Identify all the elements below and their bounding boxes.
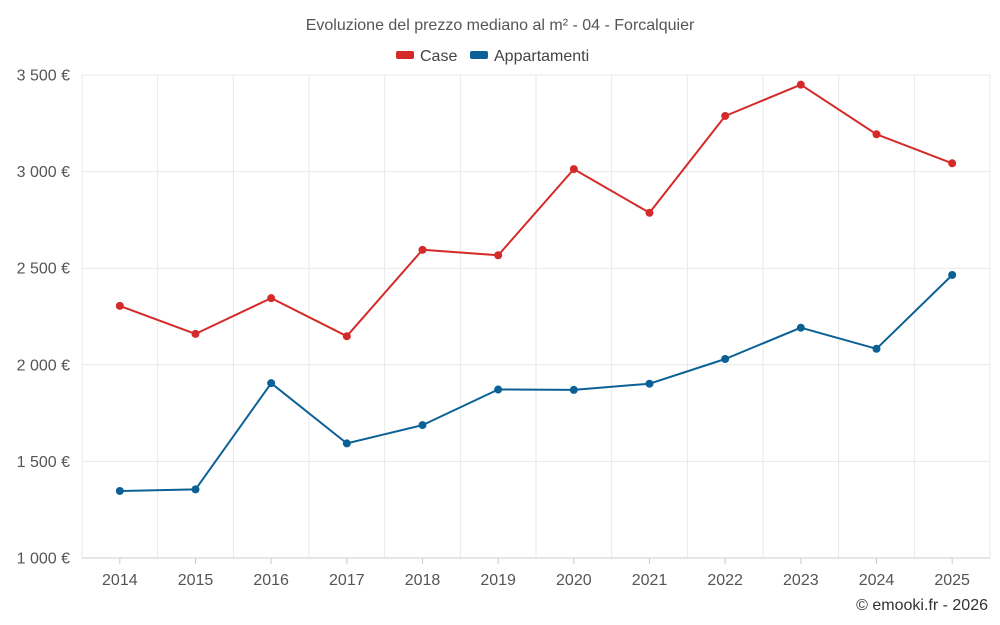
legend-item-case[interactable]: Case bbox=[396, 48, 457, 65]
grid bbox=[81, 74, 991, 558]
y-tick-label: 1 500 € bbox=[17, 454, 70, 471]
y-tick-label: 2 000 € bbox=[17, 357, 70, 374]
legend-label: Appartamenti bbox=[494, 48, 589, 65]
data-point-appartamenti[interactable] bbox=[948, 270, 957, 279]
data-point-appartamenti[interactable] bbox=[267, 379, 276, 388]
data-point-case[interactable] bbox=[418, 245, 427, 254]
legend-label: Case bbox=[420, 48, 457, 65]
data-point-case[interactable] bbox=[872, 130, 881, 139]
data-point-case[interactable] bbox=[115, 301, 124, 310]
data-point-case[interactable] bbox=[721, 111, 730, 120]
data-point-case[interactable] bbox=[569, 165, 578, 174]
data-point-case[interactable] bbox=[948, 159, 957, 168]
data-point-appartamenti[interactable] bbox=[569, 385, 578, 394]
y-tick-label: 2 500 € bbox=[17, 261, 70, 278]
y-tick-label: 1 000 € bbox=[17, 551, 70, 568]
y-tick-label: 3 000 € bbox=[17, 164, 70, 181]
data-point-appartamenti[interactable] bbox=[494, 385, 503, 394]
data-point-appartamenti[interactable] bbox=[721, 355, 730, 364]
series-line-case bbox=[119, 83, 953, 338]
series-layer bbox=[115, 80, 957, 495]
x-tick-label: 2018 bbox=[405, 572, 441, 589]
x-tick-label: 2014 bbox=[102, 572, 138, 589]
x-tick-label: 2015 bbox=[178, 572, 214, 589]
series-line-appartamenti bbox=[119, 274, 953, 492]
data-point-case[interactable] bbox=[191, 329, 200, 338]
legend-swatch bbox=[470, 51, 488, 59]
x-tick-label: 2022 bbox=[707, 572, 743, 589]
data-point-case[interactable] bbox=[342, 332, 351, 341]
data-point-case[interactable] bbox=[796, 80, 805, 89]
x-tick-label: 2016 bbox=[253, 572, 289, 589]
x-tick-label: 2020 bbox=[556, 572, 592, 589]
x-tick-label: 2019 bbox=[480, 572, 516, 589]
data-point-appartamenti[interactable] bbox=[342, 439, 351, 448]
data-point-case[interactable] bbox=[494, 251, 503, 260]
x-tick-label: 2017 bbox=[329, 572, 365, 589]
legend-swatch bbox=[396, 51, 414, 59]
y-tick-label: 3 500 € bbox=[17, 68, 70, 85]
data-point-case[interactable] bbox=[645, 208, 654, 217]
x-tick-label: 2024 bbox=[859, 572, 895, 589]
data-point-appartamenti[interactable] bbox=[115, 486, 124, 495]
legend: Case Appartamenti bbox=[396, 48, 589, 65]
data-point-appartamenti[interactable] bbox=[872, 344, 881, 353]
x-tick-label: 2025 bbox=[934, 572, 970, 589]
axes: 1 000 € 1 500 € 2 000 € 2 500 € 3 000 € 3 500… bbox=[17, 68, 990, 589]
data-point-appartamenti[interactable] bbox=[645, 379, 654, 388]
legend-item-appartamenti[interactable]: Appartamenti bbox=[470, 48, 589, 65]
x-tick-label: 2021 bbox=[632, 572, 668, 589]
data-point-case[interactable] bbox=[267, 294, 276, 303]
chart-title: Evoluzione del prezzo mediano al m² - 04… bbox=[306, 17, 695, 34]
data-point-appartamenti[interactable] bbox=[796, 323, 805, 332]
data-point-appartamenti[interactable] bbox=[418, 421, 427, 430]
x-tick-label: 2023 bbox=[783, 572, 819, 589]
data-point-appartamenti[interactable] bbox=[191, 485, 200, 494]
credit-text: © emooki.fr - 2026 bbox=[856, 597, 988, 614]
